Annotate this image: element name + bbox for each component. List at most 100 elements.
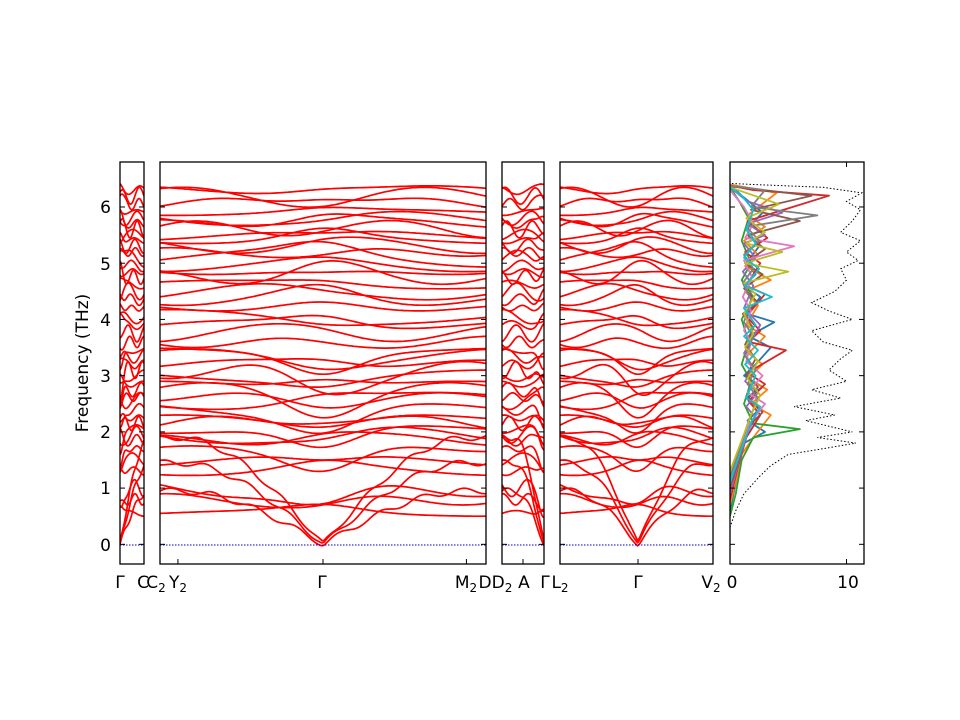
optical-branch	[560, 210, 713, 227]
x-label-C: C	[137, 573, 149, 593]
acoustic-branch	[502, 434, 544, 542]
optical-branch	[160, 492, 486, 509]
optical-branch	[160, 197, 486, 209]
optical-branch	[160, 414, 486, 429]
y-tick-label-4: 4	[100, 311, 111, 331]
optical-branch	[502, 302, 544, 312]
optical-branch	[160, 227, 486, 245]
optical-branch	[160, 282, 486, 301]
optical-branch	[502, 492, 544, 513]
acoustic-branch	[560, 434, 713, 542]
optical-branch	[560, 426, 713, 445]
optical-branch	[160, 322, 486, 343]
optical-branch	[560, 455, 713, 466]
optical-branch	[160, 236, 486, 255]
optical-branch	[560, 323, 713, 343]
x-label-D: D	[478, 573, 491, 593]
acoustic-branch	[502, 459, 544, 544]
optical-branch	[560, 414, 713, 428]
optical-branch	[502, 373, 544, 388]
optical-branch	[502, 466, 544, 477]
optical-branch	[120, 391, 144, 409]
y-axis-title: Frequency (THz)	[73, 294, 93, 433]
optical-branch	[160, 283, 486, 307]
optical-branch	[502, 508, 544, 515]
optical-branch	[502, 267, 544, 286]
y-tick-label-1: 1	[100, 479, 111, 499]
optical-branch	[502, 259, 544, 273]
optical-branch	[502, 335, 544, 349]
optical-branch	[160, 308, 486, 327]
optical-branch	[560, 270, 713, 276]
optical-branch	[502, 360, 544, 385]
optical-branch	[160, 391, 486, 409]
optical-branch	[502, 404, 544, 430]
x-tick-labels: Γ C C2 Y2 Γ M2 D D2 A Γ L2 Γ V2 0 10	[115, 573, 859, 595]
optical-branch	[502, 232, 544, 245]
dos-x-tick-label-10: 10	[837, 573, 859, 593]
y-tick-label-3: 3	[100, 367, 111, 387]
optical-branch	[160, 186, 486, 209]
optical-branch	[160, 378, 486, 386]
optical-branch	[120, 210, 144, 227]
band-panel-1	[119, 161, 145, 565]
optical-branch	[502, 194, 544, 211]
acoustic-branch	[160, 434, 486, 542]
x-label-gamma-4: Γ	[633, 573, 643, 593]
y-tick-label-6: 6	[100, 198, 111, 218]
optical-branch	[120, 412, 144, 432]
optical-branch	[560, 391, 713, 409]
optical-branch	[560, 206, 713, 217]
optical-branch	[160, 459, 486, 477]
optical-branch	[120, 324, 144, 343]
optical-branch	[120, 505, 144, 518]
optical-branch	[160, 301, 486, 312]
optical-branch	[160, 314, 486, 330]
optical-branch	[120, 423, 144, 456]
optical-branch	[502, 445, 544, 474]
x-label-A: A	[518, 573, 530, 593]
optical-branch	[120, 232, 144, 245]
tick-marks	[119, 162, 864, 564]
optical-branch	[502, 424, 544, 451]
optical-branch	[160, 369, 486, 388]
optical-branch	[560, 492, 713, 509]
dos-projected-line	[730, 185, 813, 489]
optical-branch	[120, 335, 144, 351]
optical-branch	[160, 206, 486, 217]
optical-branch	[502, 220, 544, 239]
dos-panel-frame	[729, 161, 865, 565]
optical-branch	[560, 403, 713, 434]
optical-branch	[120, 183, 144, 196]
optical-branch	[160, 347, 486, 376]
optical-branch	[120, 228, 144, 244]
band-lines-panel-3	[502, 183, 544, 547]
optical-branch	[502, 352, 544, 370]
x-label-D2-sub: 2	[505, 581, 513, 595]
x-label-D2: D2	[492, 573, 513, 595]
optical-branch	[120, 360, 144, 401]
optical-branch	[560, 369, 713, 388]
optical-branch	[120, 466, 144, 477]
optical-branch	[502, 186, 544, 205]
optical-branch	[502, 282, 544, 302]
y-tick-labels: 0 1 2 3 4 5 6	[100, 198, 111, 556]
optical-branch	[160, 426, 486, 445]
optical-branch	[502, 322, 544, 343]
x-label-M2: M2	[455, 573, 477, 595]
x-label-Y2-sub: 2	[179, 581, 187, 595]
optical-branch	[560, 430, 713, 446]
band-panel-3	[501, 161, 545, 565]
optical-branch	[120, 313, 144, 331]
optical-branch	[120, 267, 144, 278]
optical-branch	[560, 219, 713, 239]
optical-branch	[160, 358, 486, 368]
optical-branch	[120, 293, 144, 307]
x-label-gamma-start: Γ	[115, 573, 125, 593]
y-tick-label-2: 2	[100, 423, 111, 443]
optical-branch	[120, 311, 144, 325]
x-label-gamma-3: Γ	[540, 573, 550, 593]
optical-branch	[502, 238, 544, 255]
optical-branch	[560, 256, 713, 273]
